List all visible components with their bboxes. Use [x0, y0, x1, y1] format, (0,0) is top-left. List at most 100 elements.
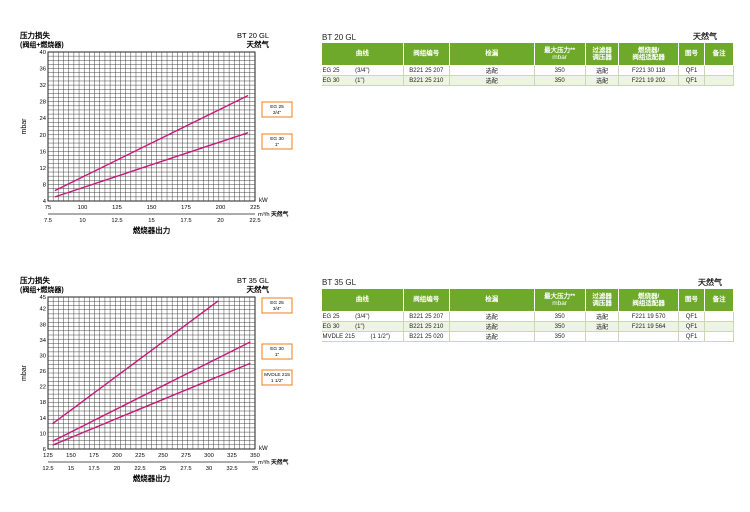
x2-tick-label: 32.5 [226, 466, 237, 472]
table-header-cell: 图号 [677, 42, 706, 66]
x-tick-label: 75 [45, 205, 51, 211]
table-cell: QF1 [678, 311, 706, 322]
x-tick-label: 200 [216, 205, 226, 211]
x-tick-label: 150 [66, 453, 76, 459]
panel-bt35: 压力损失 (阀组+燃烧器) BT 35 GL 天然气 6 10 14 18 22 26 30 34 38… [0, 265, 750, 512]
table-header-cell: 备注 [704, 288, 734, 312]
table-cell: B221 25 210 [403, 321, 450, 332]
series-line [52, 300, 219, 425]
y-axis-label: mbar [21, 118, 28, 135]
y-tick-label: 22 [40, 385, 46, 391]
table-cell: F221 30 118 [618, 65, 679, 76]
x2-tick-label: 10 [79, 218, 85, 224]
x2-tick-label: 25 [160, 466, 166, 472]
x2-tick-label: 15 [148, 218, 154, 224]
x-tick-label: 300 [204, 453, 214, 459]
table-cell: EG 30 (1") [321, 321, 404, 332]
gas-type: 天然气 [698, 278, 722, 287]
legend-label: EG 25 [270, 300, 284, 306]
legend-label: EG 30 [270, 136, 284, 142]
connection-size: (1") [353, 77, 365, 84]
curve-name: EG 25 [322, 313, 340, 320]
table-row: MVDLE 215 (1 1/2") B221 25 020 选配 350 QF1 [321, 331, 734, 342]
table-cell [704, 311, 734, 322]
x-tick-label: 250 [158, 453, 168, 459]
y-tick-label: 32 [40, 83, 46, 89]
y-tick-label: 18 [40, 400, 46, 406]
table-cell [704, 75, 734, 86]
kw-unit: kW [259, 446, 268, 452]
series-line [52, 341, 251, 442]
y-tick-label: 30 [40, 353, 46, 359]
table-header-cell: 检漏 [448, 288, 535, 312]
table-cell: MVDLE 215 (1 1/2") [321, 331, 404, 342]
table-cell: QF1 [678, 75, 706, 86]
table-cell: 350 [534, 331, 586, 342]
table-cell [704, 65, 734, 76]
table-title: BT 35 GL [322, 278, 357, 287]
table-cell: 选配 [585, 321, 620, 332]
chart-model: BT 35 GL [237, 276, 269, 285]
connection-size: (3/4") [353, 67, 370, 74]
table-cell: B221 25 207 [403, 65, 450, 76]
table-cell: F221 19 570 [618, 311, 679, 322]
x2-tick-label: 17.5 [180, 218, 191, 224]
y-tick-label: 16 [40, 149, 46, 155]
x-tick-label: 225 [135, 453, 145, 459]
table-cell: 选配 [585, 311, 620, 322]
chart-title: 压力损失 [20, 30, 50, 40]
table-header-cell: 燃烧器/阀组适配器 [618, 42, 679, 66]
table-cell: 选配 [585, 75, 620, 86]
chart-bt35: 压力损失(阀组+燃烧器)BT 35 GL天然气61014182226303438… [20, 275, 293, 483]
legend-box [261, 369, 293, 386]
table-row: EG 30 (1") B221 25 210 选配 350 选配 F221 19 564 Q… [321, 321, 734, 332]
y-tick-label: 20 [40, 133, 46, 139]
legend-label: MVDLE 215 [264, 372, 290, 378]
x2-tick-label: 15 [68, 466, 74, 472]
x2-tick-label: 22.5 [249, 218, 260, 224]
chart-gas: 天然气 [247, 39, 270, 49]
table-header-cell: 最大压力** mbar [533, 42, 586, 66]
x-tick-label: 350 [250, 453, 260, 459]
chart-gas: 天然气 [247, 284, 270, 294]
table-header-cell: 图号 [677, 288, 706, 312]
table-header-cell: 最大压力** mbar [533, 288, 586, 312]
connection-size: (1") [353, 323, 365, 330]
y-tick-label: 14 [40, 416, 47, 422]
spec-table: 曲线 阀组编号 检漏 最大压力** mbar 过滤器 调压器 燃烧器/阀组适配器 图号 备注 EG … [321, 288, 734, 342]
table-header-cell: 过滤器 调压器 [584, 288, 620, 312]
x-tick-label: 175 [89, 453, 99, 459]
chart-title: 压力损失 [20, 275, 50, 285]
table-cell: 选配 [449, 311, 535, 322]
legend-conn: 1 1/2" [271, 378, 284, 384]
x2-tick-label: 22.5 [134, 466, 145, 472]
gas-type: 天然气 [693, 32, 717, 41]
y-tick-label: 38 [40, 322, 46, 328]
table-cell: F221 19 564 [618, 321, 679, 332]
table-cell [704, 321, 734, 332]
y-tick-label: 34 [40, 338, 47, 344]
y-tick-label: 8 [43, 182, 46, 188]
kw-unit: kW [259, 198, 268, 204]
x-tick-label: 125 [43, 453, 53, 459]
connection-size: (3/4") [353, 313, 370, 320]
chart-subtitle: (阀组+燃烧器) [20, 40, 64, 49]
series-line [54, 132, 249, 198]
table-cell: 350 [534, 75, 586, 86]
table-cell: B221 25 210 [403, 75, 450, 86]
legend-box [261, 297, 293, 314]
legend-conn: 1" [275, 142, 280, 148]
curve-name: MVDLE 215 [322, 333, 355, 340]
y-tick-label: 28 [40, 100, 46, 106]
table-header-row: 曲线 阀组编号 检漏 最大压力** mbar 过滤器 调压器 燃烧器/阀组适配器 图号 备注 [321, 288, 734, 312]
y-tick-label: 36 [40, 67, 46, 73]
table-header-cell: 曲线 [321, 42, 404, 66]
y-tick-label: 45 [40, 295, 46, 301]
table-cell: 选配 [449, 321, 535, 332]
table-cell: B221 25 207 [403, 311, 450, 322]
x2-tick-label: 20 [114, 466, 120, 472]
table-cell [618, 331, 679, 342]
x-tick-label: 150 [147, 205, 157, 211]
legend-conn: 3/4" [273, 110, 282, 116]
table-header-cell: 检漏 [448, 42, 535, 66]
